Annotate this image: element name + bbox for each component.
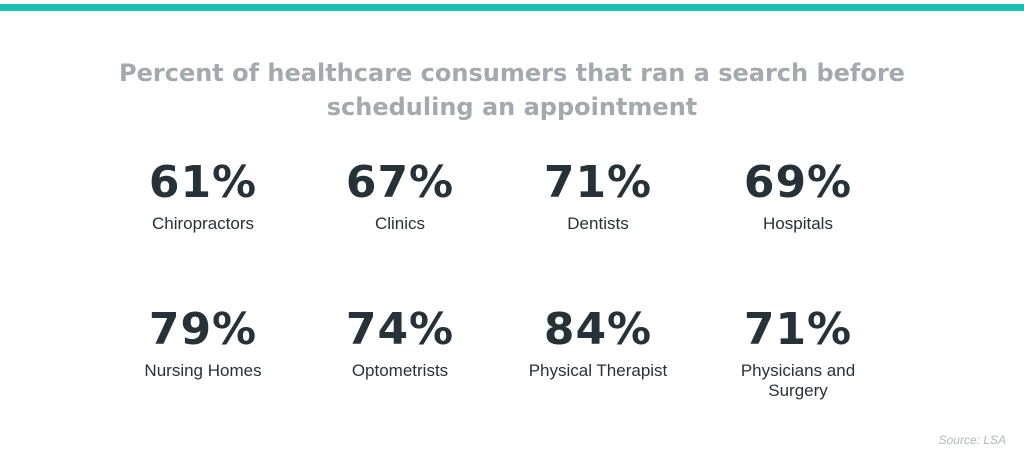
stat-value: 61% [148,157,258,208]
stat-value: 74% [345,304,455,355]
stat-cell: 71% Dentists [498,158,698,234]
stat-label: Physicians and Surgery [740,361,856,400]
stat-cell: 79% Nursing Homes [103,305,303,381]
source-note: Source: LSA [938,433,1006,447]
stat-value: 67% [345,157,455,208]
stat-cell: 67% Clinics [300,158,500,234]
top-accent-bar [0,4,1024,11]
chart-title: Percent of healthcare consumers that ran… [119,59,905,121]
stat-label: Physical Therapist [528,361,668,380]
stat-label: Dentists [567,214,629,233]
stat-cell: 74% Optometrists [300,305,500,381]
stat-cell: 84% Physical Therapist [498,305,698,381]
stat-value: 84% [543,304,653,355]
stat-value: 69% [743,157,853,208]
stat-cell: 69% Hospitals [698,158,898,234]
stat-label: Hospitals [763,214,833,233]
stat-cell: 71% Physicians and Surgery [698,305,898,401]
stat-cell: 61% Chiropractors [103,158,303,234]
stat-value: 71% [543,157,653,208]
stat-value: 71% [743,304,853,355]
stat-value: 79% [148,304,258,355]
stat-label: Clinics [374,214,426,233]
stat-label: Chiropractors [151,214,255,233]
stat-label: Optometrists [351,361,449,380]
stat-label: Nursing Homes [144,361,262,380]
